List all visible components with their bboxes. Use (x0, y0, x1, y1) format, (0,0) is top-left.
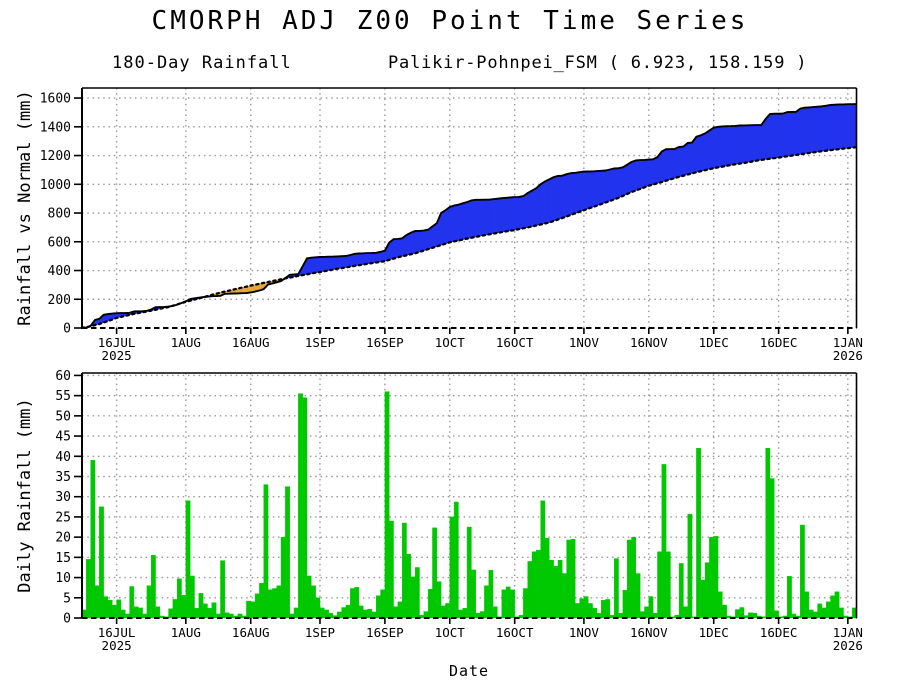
svg-text:1OCT: 1OCT (435, 335, 466, 350)
svg-text:55: 55 (55, 389, 71, 404)
svg-text:25: 25 (55, 510, 71, 525)
svg-text:50: 50 (55, 409, 71, 424)
svg-text:400: 400 (48, 264, 71, 279)
svg-text:16DEC: 16DEC (760, 335, 798, 350)
svg-text:16AUG: 16AUG (232, 335, 270, 350)
svg-text:40: 40 (55, 450, 71, 465)
svg-text:60: 60 (55, 369, 71, 384)
svg-text:800: 800 (48, 207, 71, 222)
svg-text:1SEP: 1SEP (305, 335, 335, 350)
svg-text:20: 20 (55, 531, 71, 546)
svg-text:2025: 2025 (102, 638, 132, 653)
svg-text:1DEC: 1DEC (699, 625, 729, 640)
svg-text:1JAN: 1JAN (833, 625, 863, 640)
svg-text:1OCT: 1OCT (435, 625, 466, 640)
x-axis-title: Date (448, 662, 490, 680)
svg-text:2025: 2025 (102, 348, 132, 360)
svg-text:1SEP: 1SEP (305, 625, 335, 640)
svg-text:2026: 2026 (833, 348, 863, 360)
svg-text:30: 30 (55, 490, 71, 505)
svg-text:16SEP: 16SEP (366, 335, 404, 350)
svg-text:16OCT: 16OCT (496, 335, 534, 350)
svg-text:35: 35 (55, 470, 71, 485)
svg-text:1JAN: 1JAN (833, 335, 863, 350)
svg-text:16DEC: 16DEC (760, 625, 798, 640)
svg-text:15: 15 (55, 551, 71, 566)
svg-text:5: 5 (63, 591, 71, 606)
svg-text:45: 45 (55, 430, 71, 445)
svg-text:16OCT: 16OCT (496, 625, 534, 640)
svg-text:600: 600 (48, 235, 71, 250)
svg-text:1AUG: 1AUG (171, 335, 201, 350)
svg-text:1NOV: 1NOV (569, 625, 600, 640)
top-chart-subtitle: 180-Day Rainfall (112, 53, 292, 73)
svg-text:Rainfall vs Normal (mm): Rainfall vs Normal (mm) (15, 90, 35, 325)
svg-text:16NOV: 16NOV (630, 335, 668, 350)
svg-text:10: 10 (55, 571, 71, 586)
svg-text:1200: 1200 (40, 149, 71, 164)
svg-text:1AUG: 1AUG (171, 625, 201, 640)
svg-text:1000: 1000 (40, 178, 71, 193)
svg-text:16AUG: 16AUG (232, 625, 270, 640)
svg-text:16JUL: 16JUL (98, 625, 136, 640)
svg-text:0: 0 (63, 612, 71, 627)
svg-text:0: 0 (63, 322, 71, 337)
svg-text:16NOV: 16NOV (630, 625, 668, 640)
svg-text:2026: 2026 (833, 638, 863, 653)
svg-text:Daily Rainfall (mm): Daily Rainfall (mm) (15, 398, 35, 592)
station-label: Palikir-Pohnpei_FSM ( 6.923, 158.159 ) (388, 53, 808, 73)
svg-text:1400: 1400 (40, 120, 71, 135)
chart-title: CMORPH ADJ Z00 Point Time Series (151, 6, 749, 36)
svg-text:1600: 1600 (40, 92, 71, 107)
svg-text:16JUL: 16JUL (98, 335, 136, 350)
svg-text:200: 200 (48, 293, 71, 308)
svg-text:1NOV: 1NOV (569, 335, 600, 350)
svg-text:16SEP: 16SEP (366, 625, 404, 640)
svg-text:1DEC: 1DEC (699, 335, 729, 350)
